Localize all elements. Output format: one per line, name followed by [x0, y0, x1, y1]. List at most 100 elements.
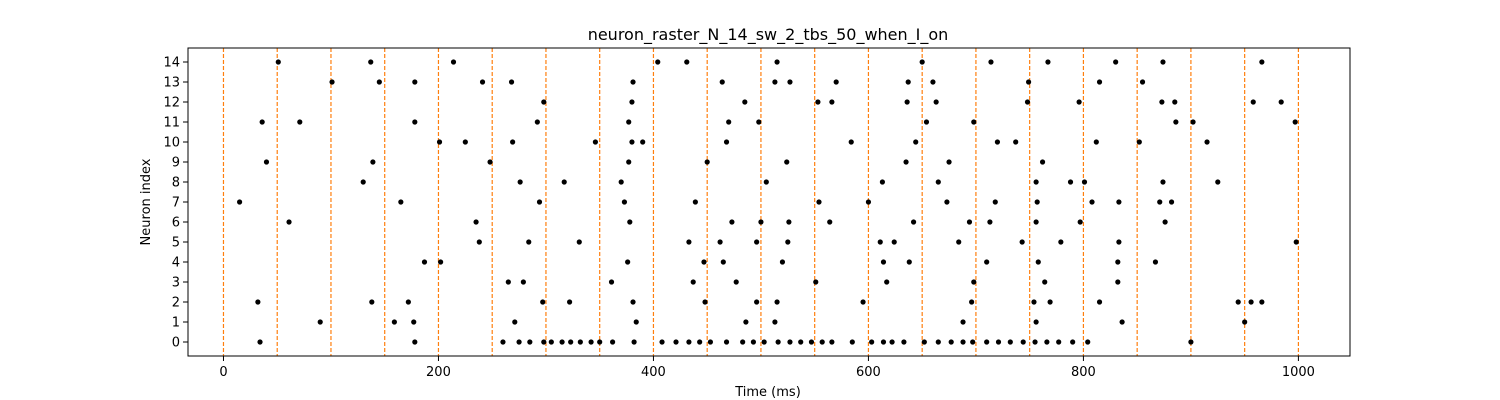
spike-point: [540, 299, 546, 305]
spike-point: [690, 279, 696, 285]
x-axis-label: Time (ms): [734, 385, 801, 400]
spike-point: [779, 259, 786, 265]
spike-point: [625, 259, 631, 265]
spike-point: [561, 179, 567, 185]
spike-point: [758, 219, 764, 225]
spike-point: [704, 159, 710, 165]
spike-point: [368, 59, 374, 65]
spike-point: [263, 159, 270, 165]
y-tick-label: 7: [172, 196, 180, 211]
spike-point: [813, 279, 819, 285]
spike-point: [1159, 99, 1165, 105]
spike-point: [988, 59, 994, 65]
spike-point: [626, 119, 632, 125]
spike-point: [370, 159, 376, 165]
spike-point: [608, 279, 615, 285]
spike-point: [948, 339, 954, 345]
y-tick-label: 5: [172, 236, 180, 251]
y-tick-label: 2: [172, 296, 180, 311]
y-tick-label: 12: [163, 96, 180, 111]
spike-point: [376, 79, 382, 85]
spike-point: [775, 339, 781, 345]
spike-point: [1139, 79, 1146, 85]
spike-point: [259, 119, 265, 125]
spike-point: [1235, 299, 1241, 305]
spike-point: [833, 79, 839, 85]
spike-point: [960, 339, 966, 345]
spike-point: [1033, 179, 1039, 185]
spike-point: [865, 199, 872, 205]
spike-point: [1160, 59, 1166, 65]
spike-point: [1293, 239, 1299, 245]
spike-point: [1013, 139, 1019, 145]
spike-point: [1056, 339, 1062, 345]
spike-point: [756, 119, 762, 125]
spike-point: [1115, 279, 1121, 285]
spike-point: [815, 99, 821, 105]
spike-point: [412, 339, 418, 345]
y-tick-label: 13: [163, 76, 180, 91]
spike-point: [1070, 339, 1076, 345]
spike-point: [849, 339, 855, 345]
spike-point: [1188, 339, 1194, 345]
spike-point: [1007, 339, 1013, 345]
spike-point: [527, 339, 533, 345]
spike-point: [1160, 179, 1166, 185]
x-tick-label: 200: [426, 365, 451, 380]
spike-point: [984, 339, 990, 345]
spike-point: [1025, 79, 1032, 85]
spike-point: [1190, 119, 1196, 125]
spike-point: [723, 339, 730, 345]
spike-point: [913, 139, 919, 145]
spike-point: [1157, 199, 1163, 205]
spike-point: [808, 339, 815, 345]
spike-point: [966, 219, 973, 225]
spike-point: [1067, 179, 1074, 185]
spike-point: [774, 299, 780, 305]
spike-point: [903, 159, 909, 165]
spike-point: [1259, 299, 1265, 305]
spike-point: [1033, 319, 1039, 325]
y-tick-label: 14: [163, 56, 180, 71]
spike-point: [933, 99, 939, 105]
spike-point: [1024, 99, 1031, 105]
spike-point: [1076, 99, 1082, 105]
x-tick-label: 400: [641, 365, 666, 380]
spike-point: [787, 339, 793, 345]
spike-point: [829, 99, 835, 105]
spike-point: [827, 219, 833, 225]
spike-point: [476, 239, 482, 245]
spike-point: [541, 99, 547, 105]
spike-point: [627, 219, 633, 225]
spike-point: [1089, 199, 1095, 205]
y-tick-label: 8: [172, 176, 180, 191]
spike-point: [707, 339, 714, 345]
spike-point: [723, 139, 730, 145]
spike-point: [970, 339, 976, 345]
spike-point: [1081, 179, 1088, 185]
spike-point: [421, 259, 428, 265]
spike-point: [686, 239, 692, 245]
spike-point: [317, 319, 323, 325]
spike-point: [960, 319, 966, 325]
spike-point: [450, 59, 457, 65]
spike-point: [692, 199, 698, 205]
spike-point: [487, 159, 493, 165]
spike-point: [944, 199, 950, 205]
spike-point: [719, 79, 725, 85]
spike-point: [1032, 339, 1038, 345]
spike-point: [534, 119, 540, 125]
spike-point: [860, 299, 866, 305]
spike-point: [930, 79, 936, 85]
spike-point: [772, 79, 778, 85]
spike-point: [889, 339, 895, 345]
spike-point: [1242, 319, 1248, 325]
spike-point: [946, 159, 952, 165]
spike-point: [462, 139, 468, 145]
spike-point: [995, 339, 1002, 345]
spike-point: [329, 79, 335, 85]
spike-point: [1045, 59, 1051, 65]
y-tick-label: 4: [172, 256, 180, 271]
spike-point: [906, 259, 912, 265]
